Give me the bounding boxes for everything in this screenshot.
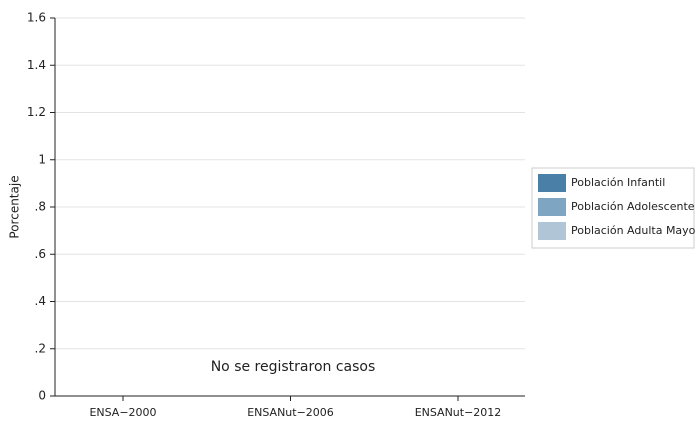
legend-swatch: [538, 222, 566, 240]
y-tick-label: .8: [35, 200, 46, 214]
y-tick-label: 1.4: [27, 58, 46, 72]
y-tick-label: 1.6: [27, 11, 46, 25]
x-tick-label: ENSANut−2006: [247, 406, 334, 419]
x-tick-label: ENSA−2000: [89, 406, 156, 419]
y-tick-label: 1: [38, 152, 46, 166]
y-axis-label: Porcentaje: [8, 175, 22, 238]
legend-label: Población Adulta Mayor: [571, 224, 696, 237]
y-tick-label: .6: [35, 247, 46, 261]
legend-swatch: [538, 174, 566, 192]
y-tick-label: 1.2: [27, 105, 46, 119]
y-tick-label: .4: [35, 294, 46, 308]
x-tick-label: ENSANut−2012: [415, 406, 502, 419]
legend-swatch: [538, 198, 566, 216]
legend-label: Población Infantil: [571, 176, 665, 189]
y-tick-label: .2: [35, 341, 46, 355]
annotation: No se registraron casos: [211, 359, 376, 375]
legend-label: Población Adolescente: [571, 200, 695, 213]
y-tick-label: 0: [38, 389, 46, 403]
